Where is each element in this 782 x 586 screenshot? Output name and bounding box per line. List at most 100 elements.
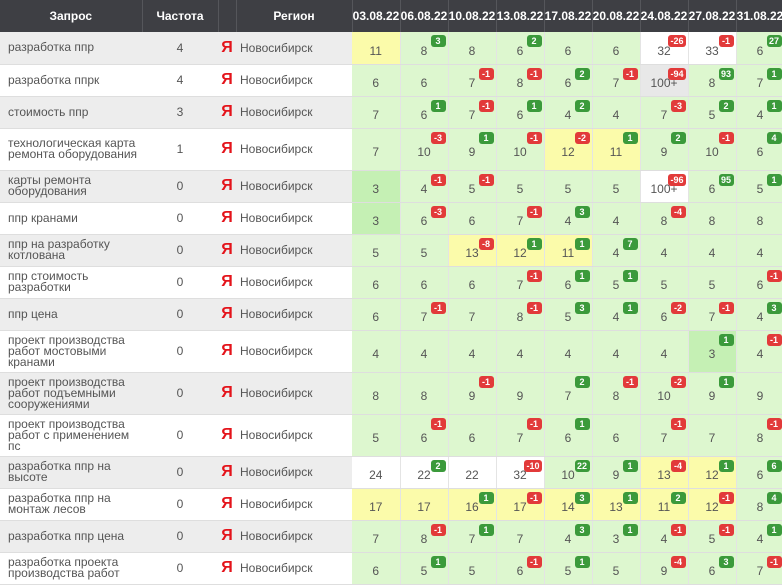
header-query[interactable]: Запрос <box>0 0 143 32</box>
header-frequency[interactable]: Частота <box>142 0 219 32</box>
query-cell[interactable]: технологическая карта ремонта оборудован… <box>0 128 142 171</box>
position-cell[interactable]: 3 14 <box>544 488 593 521</box>
position-cell[interactable]: -1 8 <box>592 372 641 415</box>
position-cell[interactable]: -3 7 <box>640 96 689 129</box>
position-cell[interactable]: 9 <box>496 372 545 415</box>
position-cell[interactable]: 4 <box>592 96 641 129</box>
position-cell[interactable]: 9 <box>736 372 782 415</box>
position-cell[interactable]: -3 10 <box>400 128 449 171</box>
position-cell[interactable]: 22 <box>448 456 497 489</box>
position-cell[interactable]: -1 8 <box>400 520 449 553</box>
position-cell[interactable]: -1 7 <box>592 64 641 97</box>
position-cell[interactable]: 1 13 <box>592 488 641 521</box>
position-cell[interactable]: 5 <box>592 552 641 585</box>
query-cell[interactable]: разработка ппрк <box>0 64 142 97</box>
position-cell[interactable]: -2 6 <box>640 298 689 331</box>
position-cell[interactable]: -1 7 <box>496 202 545 235</box>
position-cell[interactable]: 6 <box>352 266 401 299</box>
query-cell[interactable]: разработка проекта производства работ <box>0 552 142 585</box>
position-cell[interactable]: 8 <box>352 372 401 415</box>
position-cell[interactable]: 17 <box>352 488 401 521</box>
position-cell[interactable]: -1 4 <box>736 330 782 373</box>
position-cell[interactable]: 6 <box>352 64 401 97</box>
position-cell[interactable]: 1 11 <box>544 234 593 267</box>
position-cell[interactable]: -1 7 <box>640 414 689 457</box>
position-cell[interactable]: 11 <box>352 32 401 65</box>
query-cell[interactable]: стоимость ппр <box>0 96 142 129</box>
header-date[interactable]: 20.08.22 <box>592 0 641 32</box>
query-cell[interactable]: проект производства работ с применением … <box>0 414 142 457</box>
position-cell[interactable]: 4 <box>640 234 689 267</box>
position-cell[interactable]: 4 <box>400 330 449 373</box>
position-cell[interactable]: 7 <box>352 96 401 129</box>
position-cell[interactable]: -8 13 <box>448 234 497 267</box>
position-cell[interactable]: -2 12 <box>544 128 593 171</box>
position-cell[interactable]: -1 8 <box>496 298 545 331</box>
position-cell[interactable]: 5 <box>352 414 401 457</box>
position-cell[interactable]: -1 6 <box>400 414 449 457</box>
position-cell[interactable]: 17 <box>400 488 449 521</box>
position-cell[interactable]: 6 <box>448 414 497 457</box>
position-cell[interactable]: 5 <box>592 170 641 203</box>
position-cell[interactable]: -1 7 <box>400 298 449 331</box>
header-date[interactable]: 17.08.22 <box>544 0 593 32</box>
position-cell[interactable]: -1 4 <box>400 170 449 203</box>
position-cell[interactable]: -1 9 <box>448 372 497 415</box>
position-cell[interactable]: 7 <box>448 298 497 331</box>
position-cell[interactable]: 6 <box>400 266 449 299</box>
position-cell[interactable]: 7 <box>496 520 545 553</box>
position-cell[interactable]: -1 5 <box>448 170 497 203</box>
position-cell[interactable]: 7 <box>352 520 401 553</box>
position-cell[interactable]: 6 <box>352 552 401 585</box>
position-cell[interactable]: 6 <box>400 64 449 97</box>
position-cell[interactable]: 6 <box>352 298 401 331</box>
position-cell[interactable]: -1 6 <box>496 552 545 585</box>
query-cell[interactable]: ппр на разработку котлована <box>0 234 142 267</box>
position-cell[interactable]: 4 <box>448 330 497 373</box>
query-cell[interactable]: карты ремонта оборудования <box>0 170 142 203</box>
position-cell[interactable]: -2 10 <box>640 372 689 415</box>
position-cell[interactable]: 5 <box>448 552 497 585</box>
header-date[interactable]: 13.08.22 <box>496 0 545 32</box>
position-cell[interactable]: 1 11 <box>592 128 641 171</box>
position-cell[interactable]: 7 <box>688 414 737 457</box>
position-cell[interactable]: 6 <box>448 202 497 235</box>
position-cell[interactable]: -1 7 <box>736 552 782 585</box>
header-date[interactable]: 03.08.22 <box>352 0 401 32</box>
position-cell[interactable]: 4 <box>544 330 593 373</box>
query-cell[interactable]: разработка ппр на высоте <box>0 456 142 489</box>
header-date[interactable]: 24.08.22 <box>640 0 689 32</box>
position-cell[interactable]: 1 16 <box>448 488 497 521</box>
header-region[interactable]: Регион <box>236 0 353 32</box>
position-cell[interactable]: 5 <box>496 170 545 203</box>
position-cell[interactable]: -1 10 <box>688 128 737 171</box>
position-cell[interactable]: -1 8 <box>736 414 782 457</box>
position-cell[interactable]: 95 6 <box>688 170 737 203</box>
query-cell[interactable]: разработка ппр <box>0 32 142 65</box>
position-cell[interactable]: 2 22 <box>400 456 449 489</box>
position-cell[interactable]: 5 <box>544 170 593 203</box>
position-cell[interactable]: 5 <box>688 266 737 299</box>
position-cell[interactable]: 6 <box>544 32 593 65</box>
position-cell[interactable]: -1 8 <box>496 64 545 97</box>
position-cell[interactable]: 4 <box>496 330 545 373</box>
header-date[interactable]: 27.08.22 <box>688 0 737 32</box>
